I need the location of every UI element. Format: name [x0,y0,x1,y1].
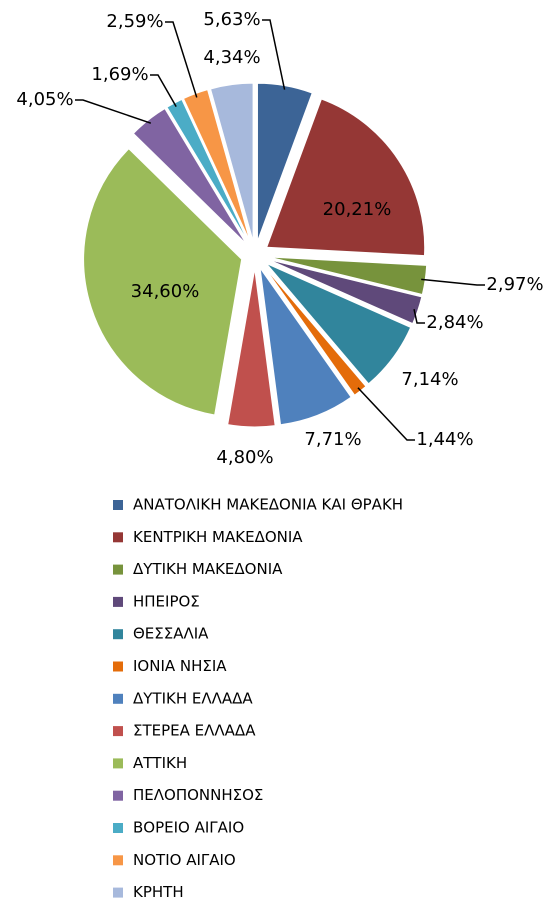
data-label: 4,34% [203,47,260,68]
legend-label: ΚΡΗΤΗ [133,883,184,901]
legend-swatch [113,661,123,672]
legend-swatch [113,500,123,510]
data-label: 2,59% [106,11,163,32]
legend-label: ΘΕΣΣΑΛΙΑ [133,625,209,643]
legend-label: ΙΟΝΙΑ ΝΗΣΙΑ [133,657,227,675]
data-label: 5,63% [203,9,260,30]
data-label: 1,69% [91,64,148,85]
legend-swatch [113,693,123,704]
legend-label: ΗΠΕΙΡΟΣ [133,592,200,610]
leader-line [413,309,425,324]
pie-slice [256,82,313,242]
legend-label: ΑΝΑΤΟΛΙΚΗ ΜΑΚΕΔΟΝΙΑ ΚΑΙ ΘΡΑΚΗ [133,496,403,514]
leader-line [262,19,286,90]
pie-slice [259,267,352,426]
pie-slice [132,107,247,245]
legend-label: ΔΥΤΙΚΗ ΕΛΛΑΔΑ [133,689,253,707]
legend-swatch [113,823,123,833]
legend-swatch [113,887,123,898]
legend-label: ΔΥΤΙΚΗ ΜΑΚΕΔΟΝΙΑ [133,560,283,578]
pie-slice [209,82,254,242]
data-label: 4,05% [16,89,73,110]
legend-label: ΚΕΝΤΡΙΚΗ ΜΑΚΕΔΟΝΙΑ [133,528,303,546]
data-label: 7,71% [304,429,361,450]
legend-swatch [113,790,123,801]
legend-label: ΣΤΕΡΕΑ ΕΛΛΑΔΑ [133,722,256,740]
data-label: 2,97% [486,274,543,295]
pie-slice [227,268,276,428]
data-label: 2,84% [426,312,483,333]
data-label: 34,60% [131,281,200,302]
leader-line [357,387,415,441]
legend-swatch [113,596,123,607]
leader-line [421,278,485,286]
leader-line [150,74,177,108]
pie-slice [265,98,426,257]
data-label: 20,21% [323,199,392,220]
legend-label: ΒΟΡΕΙΟ ΑΙΓΑΙΟ [133,819,244,837]
legend-swatch [113,564,123,575]
leader-line [75,99,152,124]
legend-label: ΑΤΤΙΚΗ [133,754,187,772]
pie-slice [268,259,423,325]
legend-swatch [113,629,123,640]
data-label: 7,14% [401,369,458,390]
legend-swatch [113,855,123,866]
leader-line [165,21,198,98]
legend-swatch [113,758,123,769]
pie-slice [265,262,412,385]
legend-swatch [113,726,123,737]
legend-label: ΠΕΛΟΠΟΝΝΗΣΟΣ [133,786,263,804]
pie-slice [83,148,243,416]
data-label: 1,44% [416,429,473,450]
legend-swatch [113,532,123,543]
data-label: 4,80% [216,447,273,468]
legend-label: ΝΟΤΙΟ ΑΙΓΑΙΟ [133,851,236,869]
